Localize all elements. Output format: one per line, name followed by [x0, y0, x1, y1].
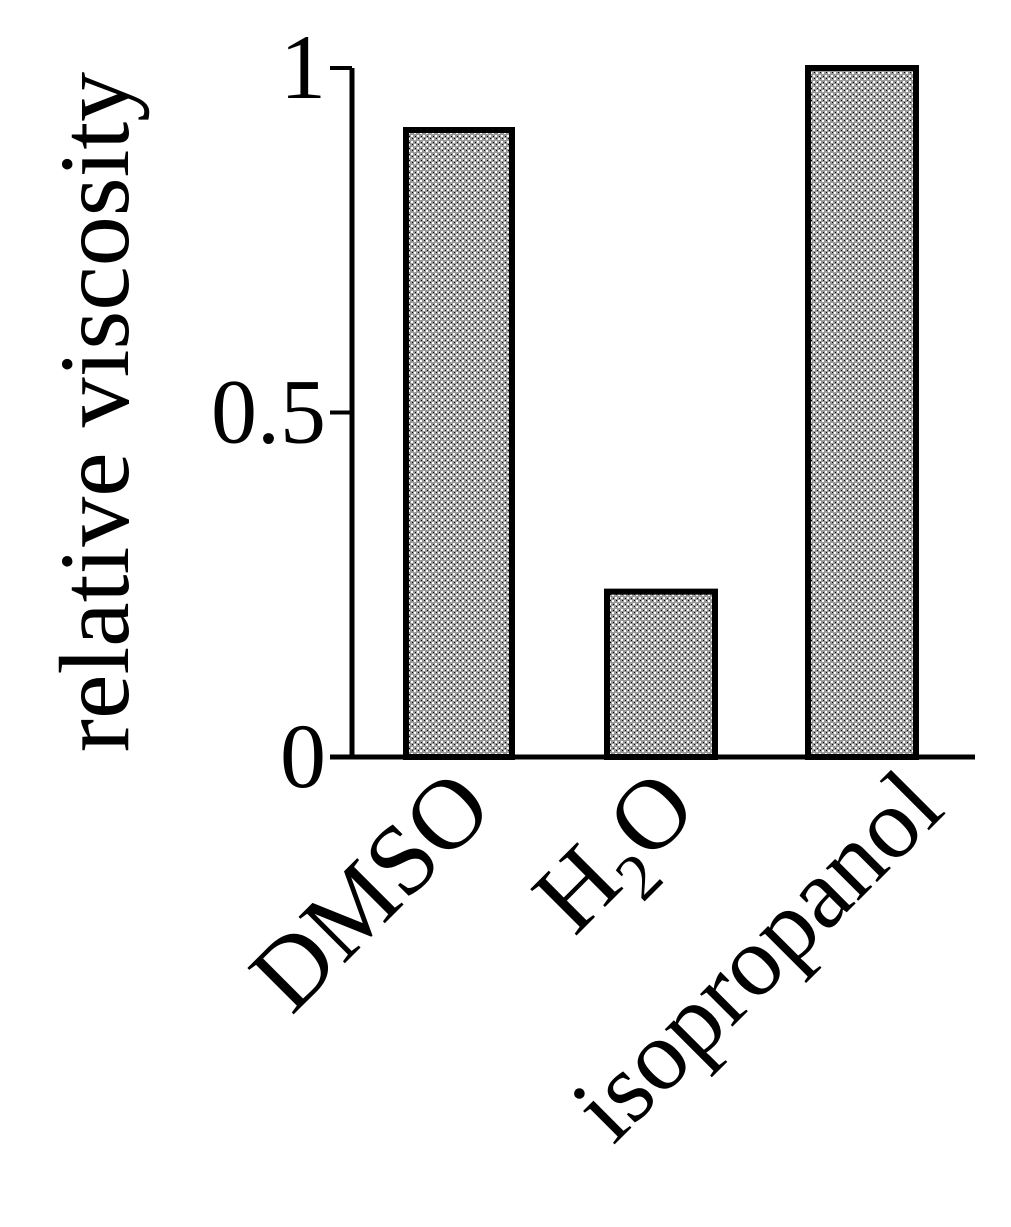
bar-0	[403, 127, 515, 760]
y-axis-title: relative viscosity	[39, 72, 150, 752]
x-category-label-0: DMSO	[229, 749, 512, 1032]
bar-1	[604, 588, 718, 761]
y-tick-label-2: 1	[280, 16, 326, 118]
bars	[403, 65, 919, 761]
bar-2	[805, 65, 919, 760]
y-tick-label-0: 0	[280, 705, 326, 807]
x-category-label-1: H2O	[512, 749, 728, 965]
y-ticks: 00.51	[211, 16, 352, 807]
y-tick-label-1: 0.5	[211, 361, 326, 463]
